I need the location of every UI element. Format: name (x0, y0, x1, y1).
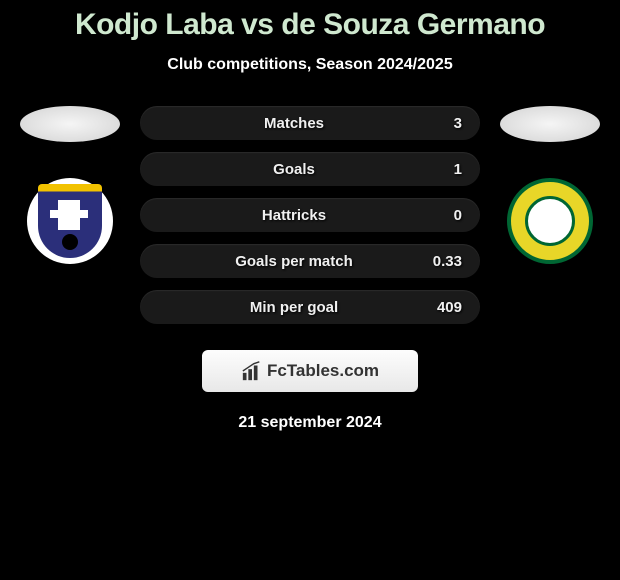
player-avatar-left (20, 106, 120, 142)
page-title: Kodjo Laba vs de Souza Germano (10, 8, 610, 42)
player-avatar-right (500, 106, 600, 142)
ball-icon (62, 234, 78, 250)
stat-label: Goals per match (158, 253, 430, 270)
stat-row: Hattricks 0 (140, 198, 480, 232)
stat-label: Matches (158, 115, 430, 132)
stat-label: Hattricks (158, 207, 430, 224)
date-label: 21 september 2024 (10, 414, 610, 432)
site-logo[interactable]: FcTables.com (202, 350, 418, 392)
right-player-column (500, 106, 600, 264)
stat-label: Min per goal (158, 299, 430, 316)
stat-value: 0.33 (430, 253, 462, 270)
stat-row: Goals 1 (140, 152, 480, 186)
stats-list: Matches 3 Goals 1 Hattricks 0 Goals per … (140, 106, 480, 324)
stat-value: 1 (430, 161, 462, 178)
chart-icon (241, 360, 263, 382)
stat-value: 0 (430, 207, 462, 224)
club-emblem-icon (525, 196, 575, 246)
stat-label: Goals (158, 161, 430, 178)
stat-row: Matches 3 (140, 106, 480, 140)
club-badge-left (27, 178, 113, 264)
subtitle: Club competitions, Season 2024/2025 (10, 56, 610, 74)
stat-row: Goals per match 0.33 (140, 244, 480, 278)
club-shield-icon (38, 184, 102, 258)
stat-row: Min per goal 409 (140, 290, 480, 324)
main-content: Matches 3 Goals 1 Hattricks 0 Goals per … (10, 106, 610, 324)
left-player-column (20, 106, 120, 264)
logo-text: FcTables.com (267, 361, 379, 381)
stat-value: 409 (430, 299, 462, 316)
stat-value: 3 (430, 115, 462, 132)
club-badge-right (507, 178, 593, 264)
